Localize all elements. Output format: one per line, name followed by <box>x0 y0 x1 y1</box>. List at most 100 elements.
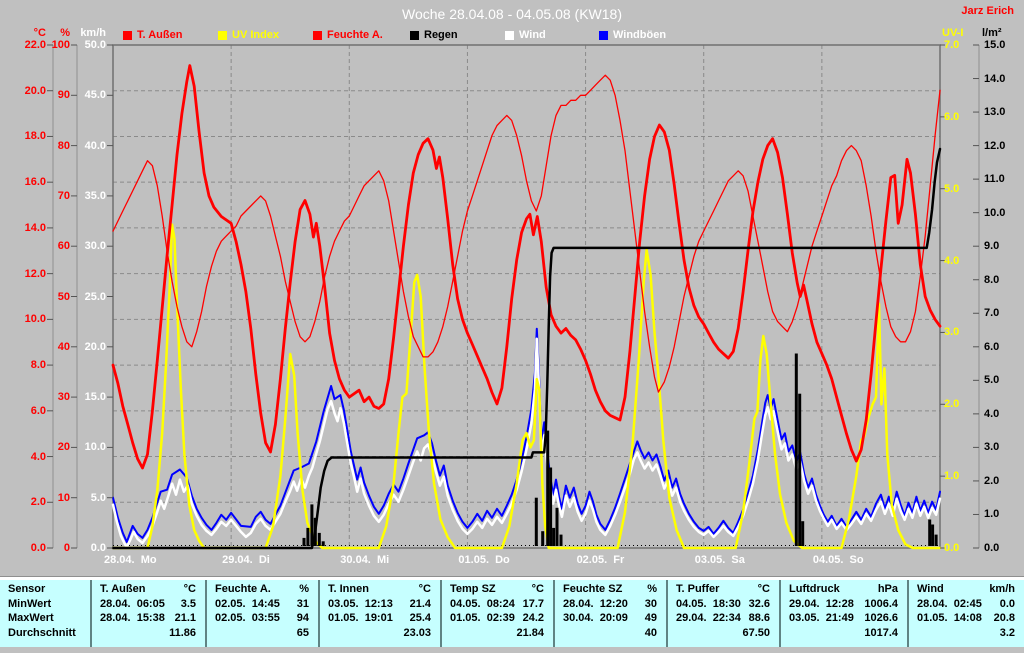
table-cell-value: 3.5 <box>180 598 196 610</box>
plot-border <box>112 44 941 549</box>
x-day-label: 02.05. Fr <box>576 554 625 566</box>
y-label-UV-I: 1.0 <box>944 470 960 483</box>
rain-bar <box>306 527 310 546</box>
rain-bar <box>801 521 805 546</box>
table-cell-value: 21.1 <box>174 612 196 624</box>
table-separator-white-line <box>0 577 1024 580</box>
y-label-UV-I: 4.0 <box>944 254 960 267</box>
table-row: 01.05. 14:08 20.8 <box>909 612 1024 626</box>
table-cell-value: 30 <box>644 598 657 610</box>
table-cell: 01.05. 19:01 <box>328 612 393 624</box>
y-label-UV-I: 7.0 <box>944 39 960 51</box>
axis-unit-kmh: km/h <box>80 27 106 39</box>
y-label-km/h: 30.0 <box>84 240 106 253</box>
rain-bar <box>928 519 932 546</box>
table-cell-value: 3.2 <box>999 627 1015 639</box>
table-cell-value: 1017.4 <box>864 627 898 639</box>
table-row: Feuchte SZ% <box>555 583 666 597</box>
series-windb-en <box>112 327 941 543</box>
table-cell-value: 21.84 <box>516 627 544 639</box>
table-row: Temp SZ °C <box>442 583 553 597</box>
rain-bar <box>321 541 325 546</box>
table-cell <box>442 627 450 641</box>
legend-swatch-windb-en <box>599 31 608 40</box>
y-label-°C: 16.0 <box>24 176 46 189</box>
x-day-label: 30.04. Mi <box>340 554 390 566</box>
rain-bar <box>546 430 550 546</box>
rain-bar <box>934 534 938 546</box>
rain-bar <box>534 497 538 546</box>
rain-bar <box>549 467 553 546</box>
table-cell-value: 1006.4 <box>864 598 898 610</box>
y-label-%: 100 <box>51 39 70 51</box>
y-label-°C: 4.0 <box>30 450 46 463</box>
y-label-km/h: 25.0 <box>84 290 106 303</box>
y-label-UV-I: 3.0 <box>944 326 960 339</box>
y-label-°C: 8.0 <box>30 359 46 372</box>
y-label-%: 10 <box>57 491 70 504</box>
x-day-label: 03.05. Sa <box>694 554 745 566</box>
table-row: 1017.4 <box>781 627 907 641</box>
x-day-label: 01.05. Do <box>458 554 510 566</box>
table-cell-value: 25.4 <box>409 612 431 624</box>
y-label-%: 20 <box>57 441 70 454</box>
table-column-feuchte-sz: Feuchte SZ% 28.04. 12:20 30 30.04. 20:09 49 4… <box>553 580 666 647</box>
table-cell-value: °C <box>531 583 544 595</box>
table-column-t-puffer: T. Puffer °C 04.05. 18:30 32.6 29.04. 22:34 8… <box>666 580 779 647</box>
y-label-UV-I: 0.0 <box>944 542 960 554</box>
y-label-UV-I: 5.0 <box>944 182 960 195</box>
legend-label: Windböen <box>613 29 667 41</box>
statistics-table: Sensor MinWert MaxWert Durchschnitt T. Außen… <box>0 580 1024 647</box>
table-cell <box>320 627 328 641</box>
y-label-°C: 2.0 <box>30 496 46 509</box>
table-row: 04.05. 08:24 17.7 <box>442 598 553 612</box>
y-label-°C: 10.0 <box>24 313 46 326</box>
page-title: Woche 28.04.08 - 04.05.08 (KW18) <box>402 6 622 22</box>
y-label-°C: 12.0 <box>24 267 46 280</box>
table-cell-value: 20.8 <box>993 612 1015 624</box>
legend-label: Regen <box>424 29 458 41</box>
series-t-au-en <box>111 64 942 470</box>
y-label-UV-I: 2.0 <box>944 398 960 411</box>
table-cell <box>909 627 917 641</box>
table-cell: 29.04. 12:28 <box>789 598 854 610</box>
table-cell-value: 40 <box>644 627 657 639</box>
table-row: 01.05. 19:01 25.4 <box>320 612 440 626</box>
table-cell-value: 1026.6 <box>864 612 898 624</box>
table-column-rowlabels: Sensor MinWert MaxWert Durchschnitt <box>0 580 90 647</box>
table-cell <box>92 627 100 641</box>
y-label-l/m²: 12.0 <box>984 139 1006 152</box>
table-column-t-innen: T. Innen °C 03.05. 12:13 21.4 01.05. 19:01 25… <box>318 580 440 647</box>
rain-bar <box>559 534 563 546</box>
y-label-l/m²: 9.0 <box>984 240 1000 253</box>
table-row: 40 <box>555 627 666 641</box>
y-label-%: 40 <box>57 340 70 353</box>
y-label-°C: 22.0 <box>24 39 46 51</box>
table-row: 67.50 <box>668 627 779 641</box>
y-label-%: 90 <box>57 89 70 102</box>
y-label-km/h: 20.0 <box>84 340 106 353</box>
table-cell: 28.04. 06:05 <box>100 598 165 610</box>
legend-swatch-wind <box>505 31 514 40</box>
table-row: 01.05. 02:39 24.2 <box>442 612 553 626</box>
table-row-label: MaxWert <box>8 612 54 624</box>
axis-unit-celsius: °C <box>33 27 46 39</box>
table-cell: T. Außen <box>100 583 146 595</box>
table-column-t-au-en: T. Außen °C 28.04. 06:05 3.5 28.04. 15:38 21.… <box>90 580 205 647</box>
table-row: 29.04. 12:28 1006.4 <box>781 598 907 612</box>
table-row: 29.04. 22:34 88.6 <box>668 612 779 626</box>
table-row: 3.2 <box>909 627 1024 641</box>
y-label-UV-I: 6.0 <box>944 110 960 123</box>
table-column-luftdruck: Luftdruck hPa 29.04. 12:28 1006.4 03.05. 21:… <box>779 580 907 647</box>
y-label-km/h: 35.0 <box>84 189 106 202</box>
table-cell-value: °C <box>183 583 196 595</box>
legend-label: UV Index <box>232 29 280 41</box>
series-wind <box>111 337 942 549</box>
table-cell-value: 67.50 <box>742 627 770 639</box>
table-cell: 01.05. 02:39 <box>450 612 515 624</box>
series-uv-index <box>111 223 942 550</box>
legend-swatch-regen <box>410 31 419 40</box>
table-row: T. Außen °C <box>92 583 205 597</box>
y-label-l/m²: 5.0 <box>984 374 1000 387</box>
table-cell-value: % <box>299 583 309 595</box>
